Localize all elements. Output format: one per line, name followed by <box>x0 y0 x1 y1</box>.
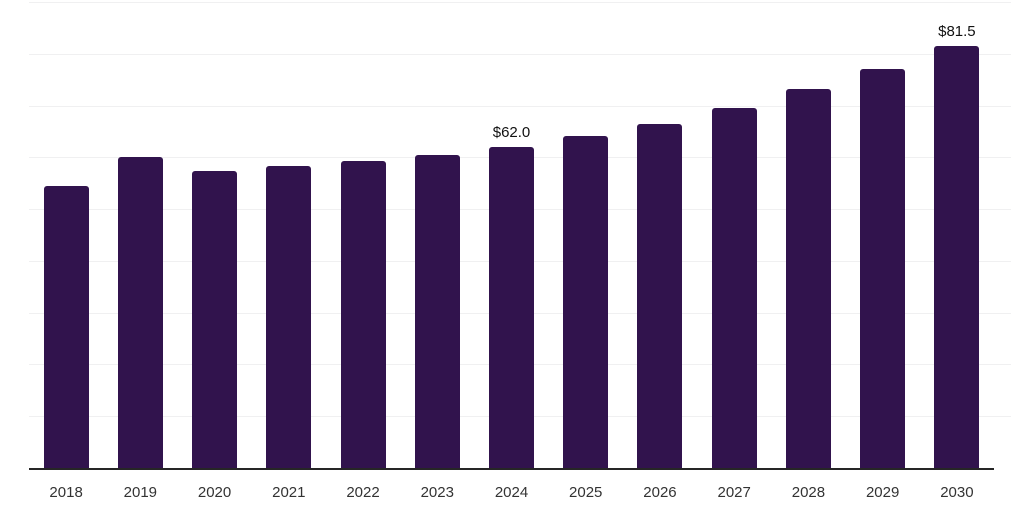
x-tick-label-2025: 2025 <box>569 484 603 501</box>
bar-2026[interactable] <box>637 123 683 468</box>
x-tick-label-2021: 2021 <box>272 484 306 501</box>
bar-2030[interactable] <box>934 46 980 468</box>
bar-2027[interactable] <box>711 107 757 468</box>
bar-2022[interactable] <box>340 160 386 468</box>
data-label-2030: $81.5 <box>938 23 976 41</box>
bar-2023[interactable] <box>414 154 460 468</box>
plot-area: $62.0 $81.5 <box>29 2 1011 468</box>
x-tick-label-2029: 2029 <box>865 484 900 501</box>
x-tick-label-2019: 2019 <box>123 484 158 501</box>
bar-2021[interactable] <box>266 166 312 468</box>
x-tick-label-2022: 2022 <box>346 484 380 501</box>
bar-2029[interactable] <box>860 69 906 468</box>
x-tick-label-2023: 2023 <box>420 484 454 501</box>
x-tick-label-2026: 2026 <box>643 484 677 501</box>
x-tick-label-2027: 2027 <box>717 484 751 501</box>
gridline-y-70 <box>29 105 1011 107</box>
bar-2024[interactable] <box>489 146 534 468</box>
gridline-y-80 <box>29 53 1011 55</box>
bar-2018[interactable] <box>43 185 89 468</box>
data-label-2024: $62.0 <box>492 123 531 141</box>
x-tick-label-2020: 2020 <box>197 484 232 501</box>
x-tick-label-2024: 2024 <box>494 484 529 501</box>
x-axis-line <box>29 468 994 470</box>
x-tick-label-2018: 2018 <box>49 484 83 501</box>
bar-2020[interactable] <box>192 171 238 468</box>
gridline-y-90 <box>29 2 1011 3</box>
bar-2025[interactable] <box>563 136 609 468</box>
x-tick-label-2030: 2030 <box>940 484 974 501</box>
x-tick-label-2028: 2028 <box>791 484 826 501</box>
bar-2028[interactable] <box>785 89 831 468</box>
bar-2019[interactable] <box>117 157 163 468</box>
